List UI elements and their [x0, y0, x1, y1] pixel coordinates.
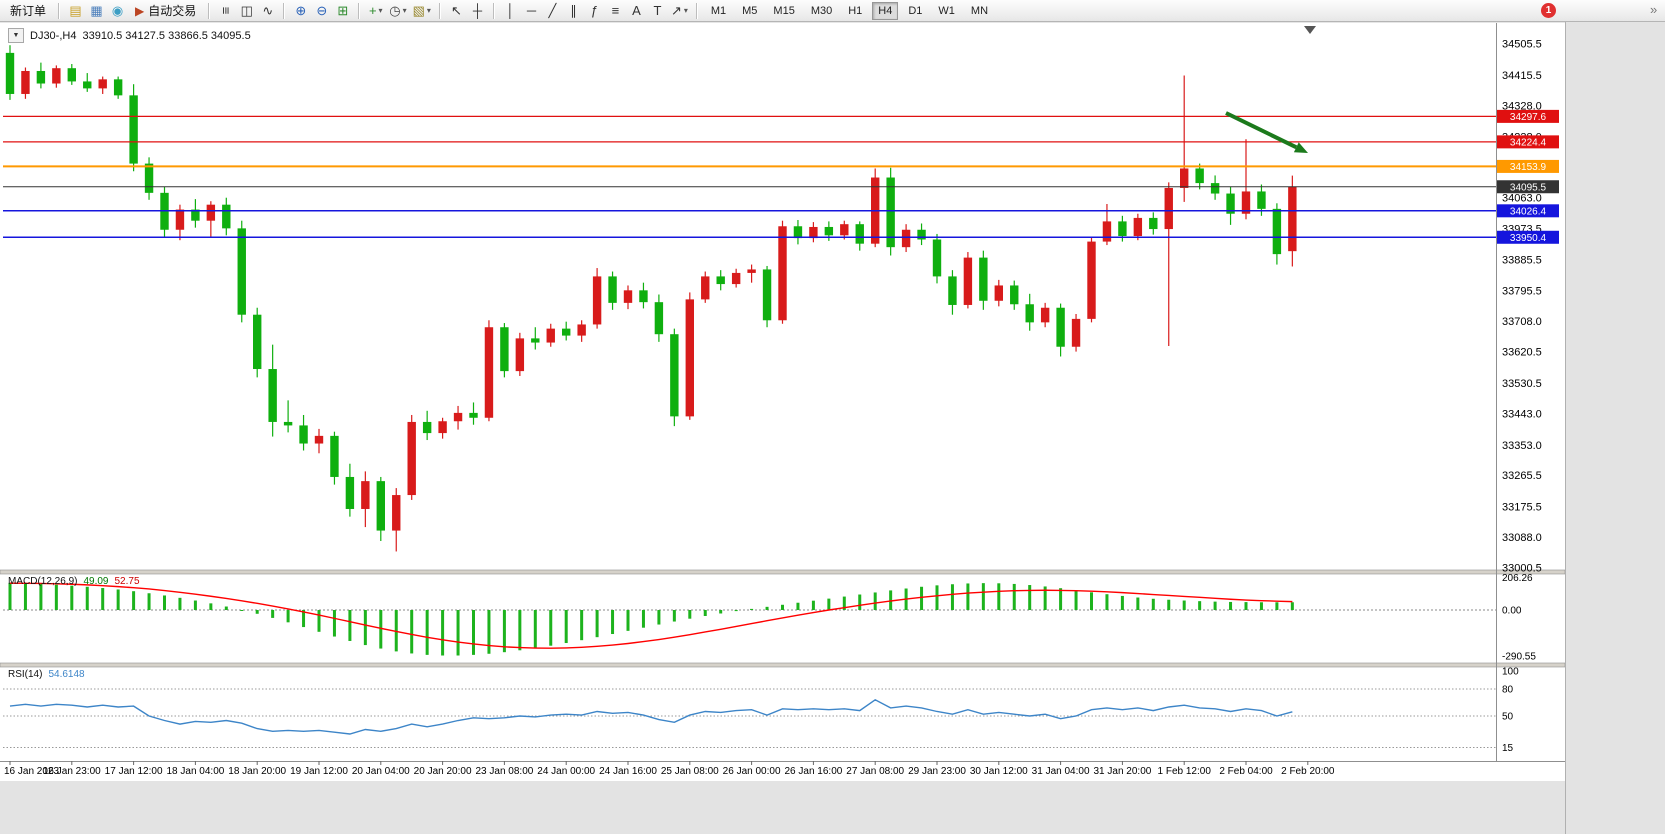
chart-ohlc-title: ▼ DJ30-,H4 33910.5 34127.5 33866.5 34095… — [8, 28, 251, 43]
timeframe-button-m5[interactable]: M5 — [736, 2, 763, 20]
timeframe-button-mn[interactable]: MN — [965, 2, 994, 20]
line-chart-type-icon: ∿ — [262, 3, 274, 18]
arrows-button[interactable]: ↗ ▾ — [669, 1, 690, 20]
tile-windows-icon: ⊞ — [337, 3, 349, 18]
toolbar-separator — [58, 2, 61, 19]
macd-label: MACD(12,26,9) 49.09 52.75 — [8, 576, 140, 587]
data-window-button[interactable]: ▦ — [87, 1, 106, 20]
text-label-icon: T — [653, 3, 662, 18]
new-order-label: 新订单 — [10, 4, 47, 18]
bar-chart-type-button[interactable]: ≡ — [216, 1, 235, 20]
chevron-down-icon: ▾ — [402, 6, 407, 15]
bottom-gap — [0, 781, 1565, 834]
toolbar-separator — [695, 2, 698, 19]
rsi-value: 54.6148 — [48, 669, 85, 680]
fibonacci-button[interactable]: ƒ — [585, 1, 604, 20]
chevron-down-icon: ▾ — [426, 6, 431, 15]
navigator-icon: ◉ — [111, 3, 124, 18]
chart-symbol-period: DJ30-,H4 — [30, 29, 77, 42]
toolbar-separator — [358, 2, 361, 19]
macd-signal-value: 52.75 — [114, 576, 140, 587]
toolbar-separator — [208, 2, 211, 19]
data-window-icon: ▦ — [90, 3, 103, 18]
timeframe-button-m30[interactable]: M30 — [805, 2, 838, 20]
cursor-button[interactable]: ↖ — [447, 1, 466, 20]
horizontal-line-button[interactable]: ─ — [522, 1, 541, 20]
toolbar-separator — [438, 2, 441, 19]
chart-window[interactable] — [0, 23, 1565, 781]
navigator-button[interactable]: ◉ — [108, 1, 127, 20]
crosshair-button[interactable]: ┼ — [468, 1, 487, 20]
auto-trading-button[interactable]: ▶ 自动交易 — [129, 1, 202, 20]
charts-window-icon: ▤ — [69, 3, 82, 18]
candlestick-chart-type-button[interactable]: ◫ — [237, 1, 256, 20]
toolbar-separator — [283, 2, 286, 19]
zoom-out-button[interactable]: ⊖ — [312, 1, 331, 20]
text-label-button[interactable]: T — [648, 1, 667, 20]
toolbar-separator — [492, 2, 495, 19]
line-chart-type-button[interactable]: ∿ — [258, 1, 277, 20]
timeframe-button-w1[interactable]: W1 — [932, 2, 961, 20]
chevron-down-icon: ▾ — [683, 6, 688, 15]
periods-button[interactable]: ◷ ▾ — [387, 1, 408, 20]
timeframe-button-h4[interactable]: H4 — [872, 1, 899, 20]
periods-icon: ◷ — [389, 3, 401, 18]
new-order-button[interactable]: 新订单 — [4, 1, 52, 20]
fibonacci-icon: ƒ — [590, 3, 599, 18]
arrows-icon: ↗ — [670, 3, 682, 18]
templates-icon: ▧ — [412, 3, 425, 18]
toolbar: 新订单 ▤ ▦ ◉ ▶ 自动交易 ≡ ◫ ∿ ⊕ ⊖ ⊞ + ▾ ◷ ▾ ▧ ▾ ↖ ┼ │ ─ ╱ ∥ ƒ ≡ A T ↗ ▾ M1 M5 M… — [0, 0, 1665, 22]
templates-button[interactable]: ▧ ▾ — [411, 1, 433, 20]
text-button[interactable]: A — [627, 1, 646, 20]
timeframe-button-m1[interactable]: M1 — [705, 2, 732, 20]
text-icon: A — [632, 3, 641, 18]
symbol-dropdown-icon[interactable]: ▼ — [8, 28, 24, 43]
macd-main-value: 49.09 — [83, 576, 109, 587]
indicators-button[interactable]: + ▾ — [366, 1, 385, 20]
equidistant-channel-icon: ∥ — [570, 3, 577, 18]
trendline-button[interactable]: ╱ — [543, 1, 562, 20]
trendline-icon: ╱ — [548, 3, 557, 18]
zoom-in-icon: ⊕ — [295, 3, 307, 18]
timeframe-button-m15[interactable]: M15 — [767, 2, 800, 20]
candlestick-chart-type-icon: ◫ — [240, 3, 253, 18]
rsi-label: RSI(14) 54.6148 — [8, 669, 85, 680]
tile-windows-button[interactable]: ⊞ — [333, 1, 352, 20]
zoom-out-icon: ⊖ — [316, 3, 328, 18]
timeframe-button-h1[interactable]: H1 — [842, 2, 868, 20]
horizontal-line-icon: ─ — [526, 3, 537, 18]
indicators-icon: + — [368, 3, 377, 18]
vertical-line-icon: │ — [506, 3, 515, 18]
crosshair-icon: ┼ — [472, 3, 483, 18]
bar-chart-type-icon: ≡ — [218, 6, 234, 15]
charts-window-button[interactable]: ▤ — [66, 1, 85, 20]
zoom-in-button[interactable]: ⊕ — [291, 1, 310, 20]
toolbar-overflow-icon[interactable]: » — [1650, 2, 1658, 17]
timeframe-button-d1[interactable]: D1 — [902, 2, 928, 20]
chevron-down-icon: ▾ — [378, 6, 383, 15]
right-panel-gap — [1565, 22, 1665, 834]
rsi-name: RSI(14) — [8, 669, 43, 680]
notification-badge[interactable]: 1 — [1541, 3, 1556, 18]
comment-lines-button[interactable]: ≡ — [606, 1, 625, 20]
auto-trading-label: 自动交易 — [148, 4, 197, 18]
comment-lines-icon: ≡ — [611, 3, 620, 18]
auto-trading-icon: ▶ — [135, 3, 145, 18]
vertical-line-button[interactable]: │ — [501, 1, 520, 20]
chart-ohlc-values: 33910.5 34127.5 33866.5 34095.5 — [82, 29, 251, 42]
cursor-icon: ↖ — [450, 3, 462, 18]
macd-name: MACD(12,26,9) — [8, 576, 78, 587]
equidistant-channel-button[interactable]: ∥ — [564, 1, 583, 20]
